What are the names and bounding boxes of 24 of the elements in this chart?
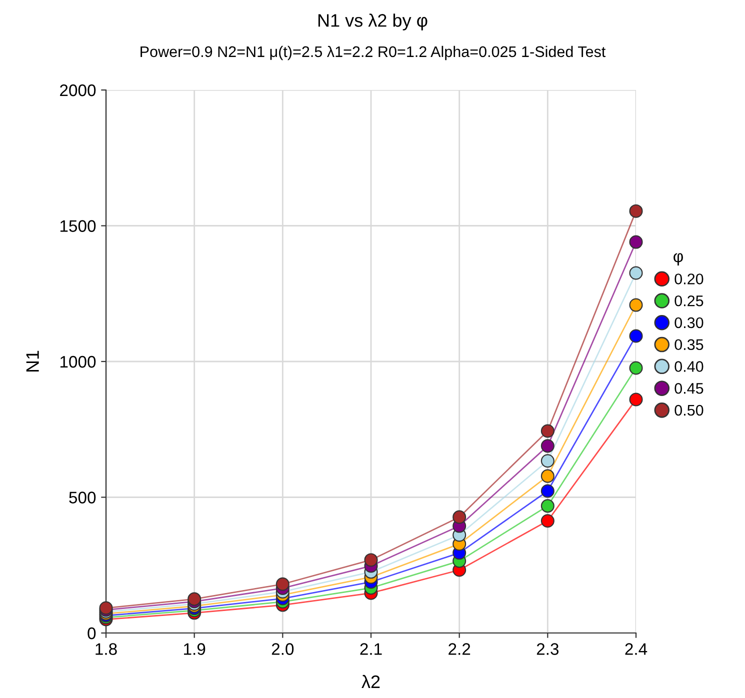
- y-tick-label: 2000: [60, 84, 96, 96]
- y-tick-label: 500: [69, 492, 96, 504]
- x-tick-label: 1.8: [96, 643, 117, 655]
- x-tick-label: 2.2: [448, 643, 470, 655]
- y-axis-title: N1: [26, 350, 39, 372]
- legend-label: 0.30: [674, 317, 704, 328]
- legend-label: 0.40: [674, 361, 704, 372]
- x-tick-label: 1.9: [184, 643, 206, 655]
- x-tick-label: 2.0: [272, 643, 294, 655]
- x-tick-label: 2.4: [625, 643, 648, 655]
- legend-label: 0.45: [674, 382, 704, 394]
- legend-label: 0.35: [674, 339, 704, 350]
- y-tick-label: 0: [88, 627, 96, 640]
- y-tick-label: 1500: [60, 220, 96, 232]
- chart-title: N1 vs λ2 by φ: [318, 14, 428, 30]
- legend-title: φ: [674, 253, 683, 266]
- legend-label: 0.50: [674, 404, 704, 416]
- chart-subtitle: Power=0.9 N2=N1 μ(t)=2.5 λ1=2.2 R0=1.2 Alpha=0.025 1-Sided Test: [140, 46, 606, 60]
- x-tick-label: 2.1: [360, 643, 382, 655]
- x-axis-title: λ2: [362, 674, 380, 688]
- legend-label: 0.20: [674, 274, 704, 284]
- legend-label: 0.25: [674, 295, 704, 306]
- x-tick-label: 2.3: [536, 643, 559, 655]
- y-tick-label: 1000: [60, 356, 96, 368]
